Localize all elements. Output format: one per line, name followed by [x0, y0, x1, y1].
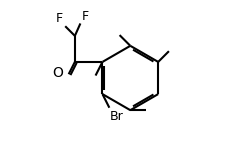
Text: F: F [56, 12, 63, 25]
Text: F: F [82, 10, 89, 23]
Text: O: O [52, 66, 63, 80]
Text: Br: Br [110, 110, 123, 123]
